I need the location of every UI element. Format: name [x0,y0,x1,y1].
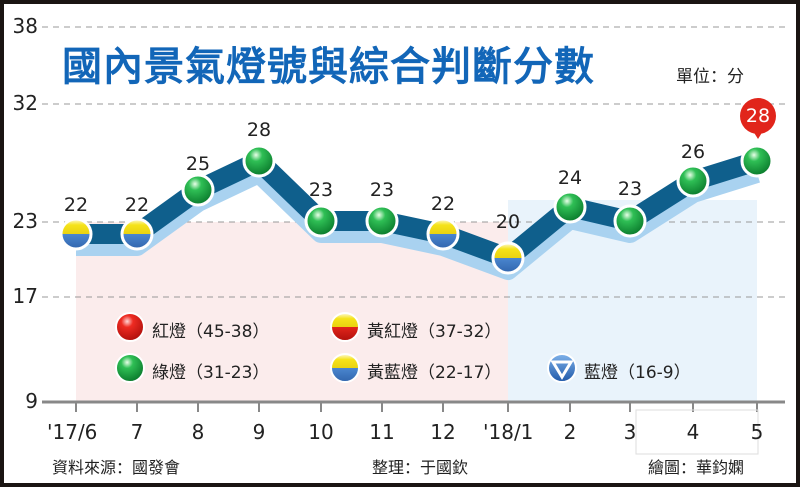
value-label: 25 [185,153,211,175]
value-label: 23 [369,179,395,201]
data-points [59,144,774,275]
legend-red: 紅燈（45-38） [152,322,270,342]
x-tick-label: 5 [750,420,764,444]
point-2017-06 [59,217,93,251]
value-label: 23 [308,179,334,201]
point-2018-03 [613,204,647,238]
x-ticks [75,402,758,412]
unit-label: 單位：分 [676,67,744,87]
yellow-red-light-icon [330,312,360,342]
legend-icons [115,312,577,383]
x-tick-label: 7 [130,420,144,444]
green-light-icon [115,353,145,383]
value-label: 22 [63,194,89,216]
x-tick-label: 8 [191,420,205,444]
yellow-blue-light-icon [330,353,360,383]
y-tick-32: 32 [12,91,38,115]
point-2017-11 [365,204,399,238]
chart-title: 國內景氣燈號與綜合判斷分數 [62,44,595,90]
x-tick-label: 10 [308,420,334,444]
value-label: 20 [495,211,521,233]
value-label: 22 [430,193,456,215]
red-light-icon [115,312,145,342]
point-2018-04 [676,164,710,198]
legend-green: 綠燈（31-23） [152,363,270,383]
legend-yellow-blue: 黃藍燈（22-17） [367,363,502,383]
x-tick-label: 2 [563,420,577,444]
watermark-box [635,409,759,455]
y-tick-9: 9 [25,389,38,413]
point-2018-05 [740,144,774,178]
illustrator-credit: 繪圖：華鈞嫻 [648,458,745,477]
point-2018-01 [491,241,525,275]
value-label: 23 [617,178,643,200]
source-credit: 資料來源：國發會 [52,458,181,477]
value-label: 22 [124,194,150,216]
legend-blue: 藍燈（16-9） [584,363,691,383]
point-2017-08 [181,173,215,207]
point-2017-09 [242,144,276,178]
x-tick-label: 3 [623,420,637,444]
point-2017-12 [426,217,460,251]
x-tick-label: '18/1 [483,420,534,444]
point-2018-02 [553,190,587,224]
x-tick-label: 12 [430,420,456,444]
value-label: 28 [246,119,272,141]
point-2017-07 [120,217,154,251]
y-tick-23: 23 [12,209,38,233]
latest-value-pin: 28 [740,98,776,139]
x-tick-label: 4 [686,420,700,444]
legend-yellow-red: 黃紅燈（37-32） [367,322,502,342]
x-tick-label: 9 [252,420,266,444]
y-tick-38: 38 [12,14,38,38]
value-label: 26 [680,141,706,163]
x-tick-label: '17/6 [47,420,98,444]
value-label: 24 [557,167,583,189]
editor-credit: 整理：于國欽 [372,458,469,477]
x-tick-label: 11 [369,420,395,444]
point-2017-10 [304,204,338,238]
y-tick-17: 17 [12,284,38,308]
